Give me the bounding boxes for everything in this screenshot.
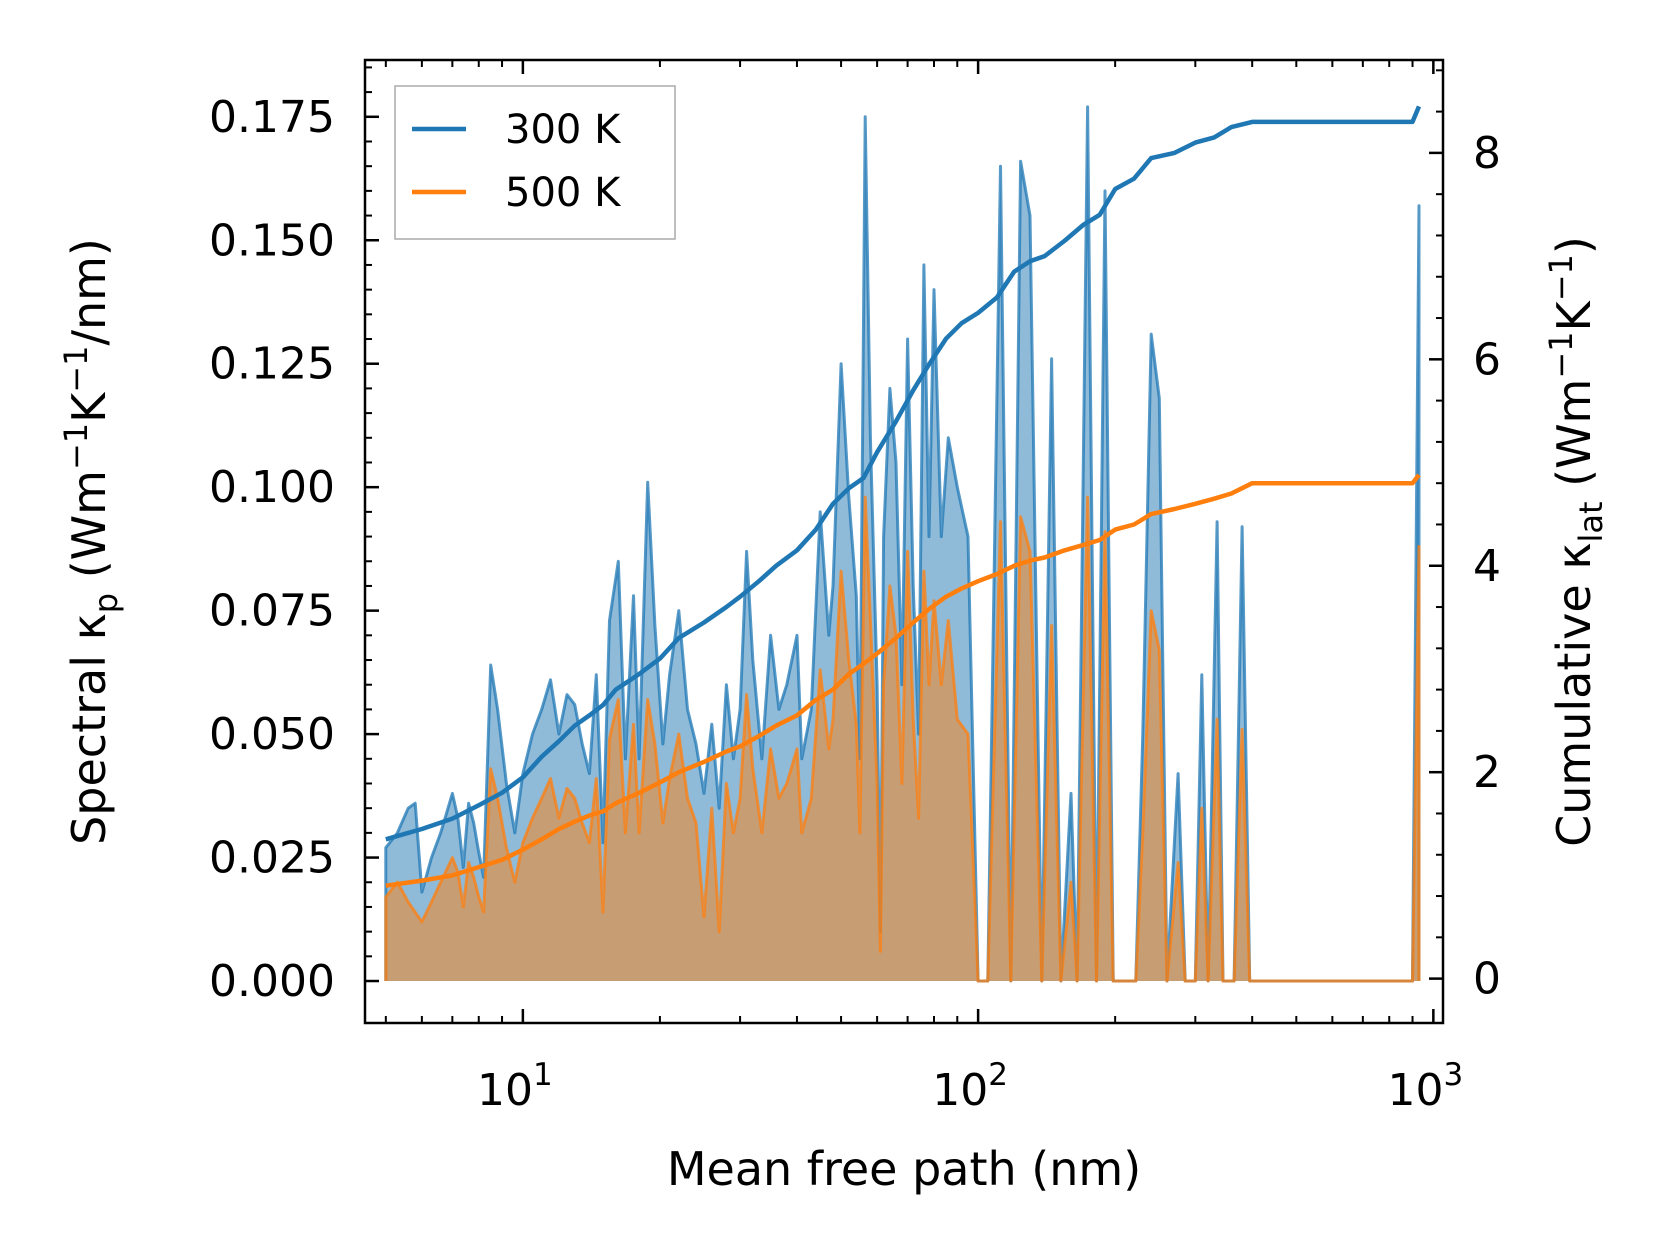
y-left-tick-label: 0.125 — [209, 339, 335, 390]
y-left-axis-title-part: κ — [62, 613, 116, 640]
x-tick-base: 10 — [932, 1065, 988, 1116]
y-left-axis-title-part: −1 — [57, 346, 95, 393]
legend-label: 500 K — [505, 170, 622, 216]
x-tick-exp: 3 — [1443, 1057, 1463, 1093]
y-right-axis-title-part: Cumulative — [1547, 570, 1601, 847]
y-right-axis-title-part: κ — [1547, 543, 1601, 570]
x-axis-title: Mean free path (nm) — [667, 1142, 1141, 1196]
y-left-axis-title-part: Spectral — [62, 640, 116, 845]
y-right-tick-label: 0 — [1473, 954, 1501, 1005]
spectral-fill-500k — [385, 497, 1419, 981]
y-left-tick-label: 0.050 — [209, 709, 335, 760]
y-right-tick-label: 4 — [1473, 541, 1501, 592]
y-right-tick-label: 2 — [1473, 747, 1501, 798]
x-tick-label: 102 — [932, 1057, 1008, 1116]
y-left-tick-label: 0.000 — [209, 956, 335, 1007]
y-left-tick-label: 0.100 — [209, 462, 335, 513]
axes-layer — [363, 58, 1445, 1025]
y-right-axis-title-part: −1 — [1542, 331, 1580, 378]
y-left-axis-title-part: K — [62, 391, 116, 423]
legend-box — [394, 85, 676, 240]
y-left-tick-label: 0.150 — [209, 215, 335, 266]
legend: 300 K 500 K — [394, 85, 676, 240]
plot-frame — [363, 58, 1445, 1025]
cumulative-layer — [385, 105, 1422, 888]
x-tick-label: 103 — [1387, 1057, 1463, 1116]
y-left-axis-title-part: /nm) — [62, 238, 116, 345]
y-right-axis-title-part: −1 — [1542, 254, 1580, 301]
x-tick-exp: 2 — [988, 1057, 1008, 1093]
y-right-tick-label: 6 — [1473, 334, 1501, 385]
y-left-tick-label: 0.175 — [209, 92, 335, 143]
spectral-layer — [384, 105, 1421, 983]
y-right-axis-title-part: lat — [1572, 502, 1610, 543]
spectral-line-500k — [384, 495, 1421, 983]
cumulative-line-300k — [385, 105, 1422, 842]
y-left-axis-title: Spectral κp (Wm−1K−1/nm) — [57, 238, 125, 845]
x-tick-base: 10 — [1387, 1065, 1443, 1116]
y-right-axis-title: Cumulative κlat (Wm−1K−1) — [1542, 236, 1610, 847]
y-left-tick-label: 0.025 — [209, 833, 335, 884]
legend-label: 300 K — [505, 107, 622, 153]
y-right-tick-label: 8 — [1473, 128, 1501, 179]
y-right-axis-title-part: (Wm — [1547, 379, 1601, 502]
labels-layer: 101 102 1030.0000.0250.0500.0750.1000.1250… — [57, 92, 1610, 1196]
y-left-axis-title-part: p — [87, 593, 125, 613]
x-tick-base: 10 — [477, 1065, 533, 1116]
x-tick-label: 101 — [477, 1057, 553, 1116]
x-tick-exp: 1 — [533, 1057, 553, 1093]
y-right-axis-title-part: ) — [1547, 236, 1601, 254]
y-left-axis-title-part: (Wm — [62, 470, 116, 593]
cumulative-line-500k — [385, 473, 1421, 888]
y-left-axis-title-part: −1 — [57, 423, 95, 470]
y-right-axis-title-part: K — [1547, 299, 1601, 331]
y-left-tick-label: 0.075 — [209, 586, 335, 637]
